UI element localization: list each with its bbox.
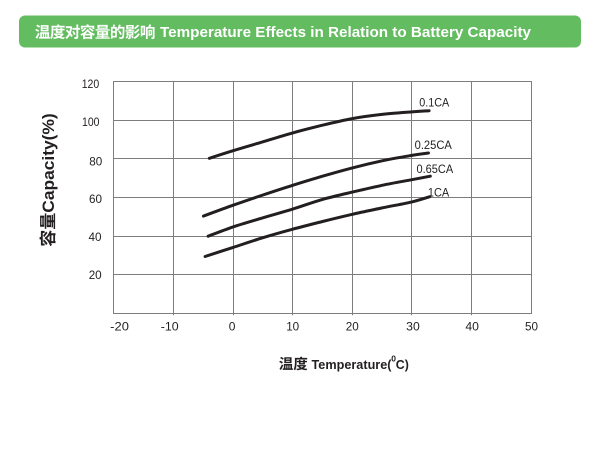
svg-text:Temperature Effects in Relatio: Temperature Effects in Relation to Batte… <box>160 24 532 41</box>
svg-text:50: 50 <box>525 320 538 334</box>
svg-text:80: 80 <box>89 154 102 168</box>
svg-text:Capacity(%): Capacity(%) <box>39 113 58 212</box>
svg-text:20: 20 <box>89 268 102 282</box>
svg-text:0.25CA: 0.25CA <box>415 140 453 152</box>
svg-text:100: 100 <box>82 115 100 129</box>
svg-text:120: 120 <box>82 77 100 91</box>
svg-text:-20: -20 <box>110 320 129 334</box>
svg-text:-10: -10 <box>161 320 179 334</box>
svg-text:30: 30 <box>406 320 420 334</box>
svg-text:0.1CA: 0.1CA <box>419 97 449 109</box>
svg-text:40: 40 <box>465 320 479 334</box>
svg-text:Temperature(: Temperature( <box>312 357 393 372</box>
svg-text:0.65CA: 0.65CA <box>417 164 454 176</box>
svg-text:1CA: 1CA <box>428 188 450 200</box>
svg-text:10: 10 <box>286 320 299 334</box>
svg-text:0: 0 <box>229 320 236 334</box>
svg-text:40: 40 <box>89 230 102 244</box>
svg-text:60: 60 <box>89 192 102 206</box>
svg-text:20: 20 <box>346 320 359 334</box>
svg-text:C): C) <box>396 357 409 372</box>
svg-text:0: 0 <box>391 354 396 364</box>
